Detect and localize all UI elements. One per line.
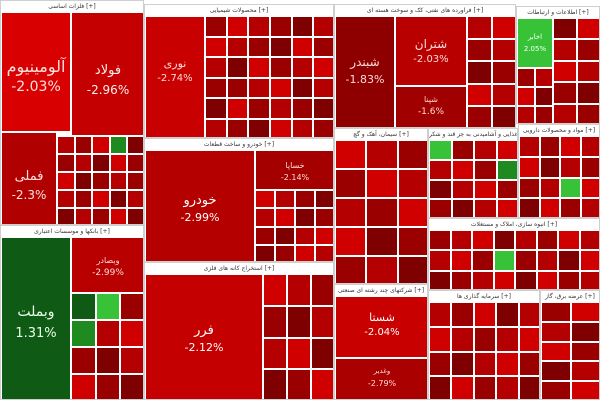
- sector-realestate[interactable]: انبوه سازی، املاک و مستغلات [+]: [428, 218, 600, 290]
- tile-khodro[interactable]: خودرو -2.99%: [145, 150, 255, 261]
- tile-foolad[interactable]: فولاد -2.96%: [71, 12, 143, 136]
- tile-fars[interactable]: فرر -2.12%: [145, 274, 263, 399]
- tile-name: فولاد: [94, 63, 122, 78]
- sector-auto[interactable]: خودرو و ساخت قطعات [+] خودرو -2.99% خساپ…: [144, 138, 334, 262]
- tile-name: شستا: [369, 311, 395, 324]
- tile-percent: -2.03%: [11, 79, 61, 95]
- tile-shasta[interactable]: شستا -2.04%: [335, 296, 427, 358]
- tile-name: وغدیر: [373, 367, 391, 375]
- tile-vghadir[interactable]: وغدیر -2.79%: [335, 358, 427, 399]
- tile-percent: -2.3%: [11, 188, 47, 202]
- tile-percent: -2.74%: [157, 73, 193, 84]
- small-tiles-grid: [519, 136, 599, 217]
- tile-fameli[interactable]: فملی -2.3%: [1, 132, 57, 224]
- small-tiles-grid: [205, 16, 333, 137]
- small-tiles-grid: [263, 274, 333, 399]
- small-tiles-grid: [467, 16, 515, 127]
- small-tiles-grid: [429, 230, 599, 289]
- tile-shatran[interactable]: شتران -2.03%: [395, 16, 467, 86]
- sector-utilities[interactable]: عرضه برق، گاز [+]: [540, 290, 600, 400]
- small-tiles-grid: [541, 302, 599, 399]
- small-tiles-grid: [57, 136, 143, 224]
- tile-alumina[interactable]: آلومینیوم -2.03%: [1, 12, 71, 132]
- tile-percent: 1.31%: [15, 326, 57, 341]
- tile-name: وبصادر: [96, 256, 120, 265]
- small-tiles-grid: [517, 68, 553, 123]
- sector-food[interactable]: محصولات غذایی و آشامیدنی به جز قند و شکر…: [428, 128, 518, 218]
- tile-shabandar[interactable]: شبندر -1.83%: [335, 16, 395, 127]
- tile-name: فملی: [14, 169, 44, 184]
- sector-banks[interactable]: بانکها و موسسات اعتباری [+] وبملت 1.31% …: [0, 225, 144, 400]
- sector-telecom[interactable]: اطلاعات و ارتباطات [+] اخابر 2.05%: [516, 6, 600, 124]
- small-tiles-grid: [553, 18, 599, 123]
- tile-percent: -2.79%: [367, 379, 397, 388]
- small-tiles-grid: [429, 302, 539, 399]
- sector-pharma[interactable]: مواد و محصولات دارویی [+]: [518, 124, 600, 218]
- sector-basic-metals[interactable]: فلزات اساسی [+] آلومینیوم -2.03% فولاد -…: [0, 0, 144, 225]
- small-tiles-grid: [71, 293, 143, 399]
- tile-percent: 2.05%: [523, 45, 547, 53]
- tile-name: خساپا: [285, 161, 305, 170]
- tile-name: فرر: [194, 323, 214, 338]
- small-tiles-grid: [429, 140, 517, 217]
- tile-percent: -2.99%: [180, 211, 220, 224]
- tile-name: نوری: [163, 57, 187, 70]
- sector-cement[interactable]: سیمان، آهک و گچ [+]: [334, 128, 428, 284]
- tile-name: آلومینیوم: [6, 57, 66, 76]
- tile-percent: -1.6%: [417, 107, 445, 117]
- tile-percent: -2.12%: [184, 341, 224, 354]
- tile-noori[interactable]: نوری -2.74%: [145, 16, 205, 137]
- tile-vbsader[interactable]: وبصادر -2.99%: [71, 237, 143, 293]
- tile-name: شپنا: [424, 95, 438, 104]
- tile-akhaber[interactable]: اخابر 2.05%: [517, 18, 553, 68]
- small-tiles-grid: [255, 190, 333, 261]
- tile-percent: -2.96%: [86, 83, 130, 97]
- tile-vbmellat[interactable]: وبملت 1.31%: [1, 237, 71, 399]
- tile-name: شبندر: [350, 55, 380, 69]
- sector-petroleum[interactable]: فراورده های نفتی، کک و سوخت هسته ای [+] …: [334, 4, 516, 128]
- tile-name: خودرو: [183, 193, 217, 208]
- tile-percent: -2.03%: [413, 54, 449, 65]
- tile-khsapa[interactable]: خساپا -2.14%: [255, 150, 333, 190]
- tile-shepna[interactable]: شپنا -1.6%: [395, 86, 467, 127]
- tile-name: اخابر: [527, 33, 543, 41]
- tile-percent: -2.14%: [280, 173, 310, 182]
- sector-chemicals[interactable]: محصولات شیمیایی [+] نوری -2.74%: [144, 4, 334, 138]
- tile-percent: -1.83%: [345, 73, 385, 86]
- sector-investment[interactable]: سرمایه گذاری ها [+]: [428, 290, 540, 400]
- sector-mining[interactable]: استخراج کانه های فلزی [+] فرر -2.12%: [144, 262, 334, 400]
- tile-name: شتران: [414, 37, 448, 51]
- small-tiles-grid: [335, 140, 427, 283]
- sector-holdings[interactable]: شرکتهای چند رشته ای صنعتی [+] شستا -2.04…: [334, 284, 428, 400]
- tile-percent: -2.99%: [92, 268, 124, 278]
- tile-name: وبملت: [17, 304, 55, 320]
- tile-percent: -2.04%: [364, 327, 400, 338]
